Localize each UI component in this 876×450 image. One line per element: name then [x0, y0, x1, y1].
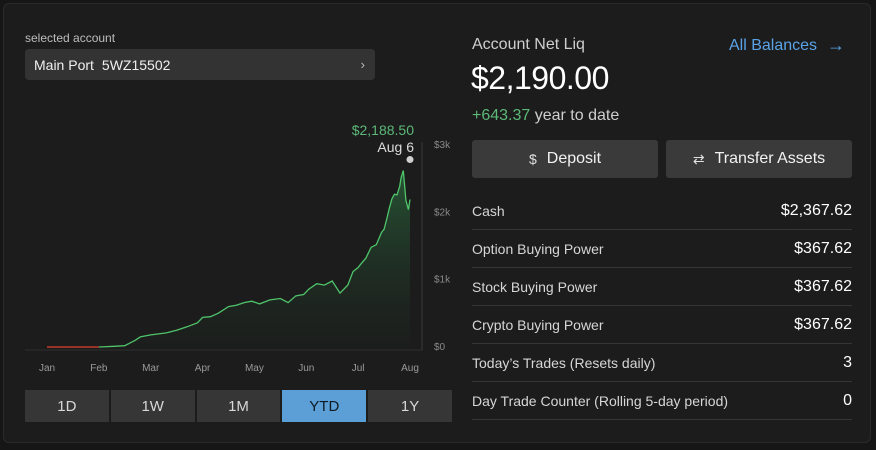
range-1d-button[interactable]: 1D	[25, 390, 109, 422]
range-1w-button[interactable]: 1W	[110, 390, 195, 422]
balance-row-todays-trades: Today’s Trades (Resets daily) 3	[472, 344, 852, 382]
y-tick-label: $3k	[434, 140, 451, 151]
account-panel: selected account Main Port 5WZ15502 › $0…	[3, 3, 871, 443]
balance-label: Day Trade Counter (Rolling 5-day period)	[472, 392, 729, 409]
balance-label: Crypto Buying Power	[472, 316, 604, 333]
hover-date: Aug 6	[377, 139, 414, 155]
transfer-arrows-icon: ⇄	[692, 150, 705, 167]
ytd-change-value: +643.37	[472, 107, 531, 124]
dollar-icon: $	[528, 151, 537, 167]
balances-list: Cash $2,367.62 Option Buying Power $367.…	[472, 192, 852, 420]
x-tick-label: Jan	[39, 363, 55, 374]
ytd-chart[interactable]: $0 $1k $2k $3k Jan Feb Mar Apr May Jun Jul Aug $2,…	[25, 114, 452, 376]
balance-label: Option Buying Power	[472, 240, 604, 257]
balance-value: $367.62	[794, 239, 852, 257]
transfer-assets-button[interactable]: ⇄ Transfer Assets	[666, 140, 852, 178]
balance-row-stock-bp: Stock Buying Power $367.62	[472, 268, 852, 306]
all-balances-link[interactable]: All Balances →	[729, 35, 845, 56]
x-tick-label: Jul	[352, 363, 365, 374]
account-selector[interactable]: Main Port 5WZ15502 ›	[25, 49, 375, 80]
deposit-button[interactable]: $ Deposit	[472, 140, 658, 178]
y-tick-label: $2k	[434, 207, 451, 218]
balance-value: 3	[843, 353, 852, 371]
arrow-right-icon: →	[827, 35, 846, 55]
y-tick-label: $0	[434, 342, 446, 353]
account-number: 5WZ15502	[101, 56, 171, 73]
balance-row-crypto-bp: Crypto Buying Power $367.62	[472, 306, 852, 344]
balance-value: $367.62	[794, 315, 852, 333]
x-tick-label: Jun	[298, 363, 314, 374]
deposit-label: Deposit	[546, 150, 602, 167]
hover-point	[406, 156, 414, 164]
hover-value: $2,188.50	[352, 122, 414, 138]
range-1y-button[interactable]: 1Y	[368, 390, 452, 422]
chevron-right-icon: ›	[360, 57, 365, 72]
balance-label: Cash	[472, 202, 505, 219]
chart-area	[98, 170, 411, 347]
range-1m-button[interactable]: 1M	[196, 390, 281, 422]
balance-value: $2,367.62	[780, 201, 852, 219]
x-tick-label: Apr	[195, 363, 211, 374]
all-balances-label: All Balances	[729, 36, 818, 54]
selected-account-label: selected account	[25, 31, 116, 45]
ytd-change-suffix: year to date	[534, 107, 620, 124]
x-tick-label: Feb	[90, 363, 108, 374]
balance-value: 0	[843, 391, 852, 409]
x-tick-label: Mar	[142, 363, 160, 374]
y-tick-label: $1k	[434, 275, 451, 286]
net-liq-value: $2,190.00	[471, 60, 609, 96]
ytd-change: +643.37 year to date	[472, 107, 619, 125]
balance-row-option-bp: Option Buying Power $367.62	[472, 230, 852, 268]
balance-row-cash: Cash $2,367.62	[472, 192, 852, 230]
transfer-label: Transfer Assets	[714, 150, 826, 167]
chart-series-line	[98, 170, 411, 348]
x-tick-label: May	[245, 363, 264, 374]
account-name: Main Port	[34, 56, 94, 73]
balance-label: Stock Buying Power	[472, 278, 598, 295]
range-ytd-button[interactable]: YTD	[282, 390, 367, 422]
time-range-selector: 1D 1W 1M YTD 1Y	[25, 390, 452, 422]
net-liq-label: Account Net Liq	[472, 36, 585, 53]
balance-value: $367.62	[794, 277, 852, 295]
balance-row-day-trade-counter: Day Trade Counter (Rolling 5-day period)…	[472, 382, 852, 420]
x-tick-label: Aug	[401, 363, 419, 374]
balance-label: Today’s Trades (Resets daily)	[472, 354, 656, 371]
